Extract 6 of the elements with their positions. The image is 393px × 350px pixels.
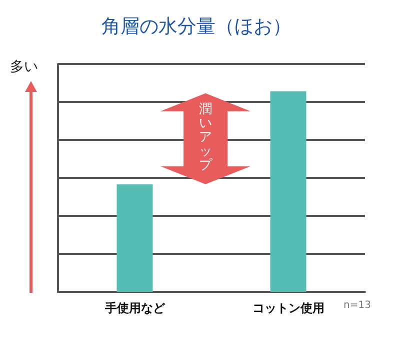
text: n=13 xyxy=(344,300,371,311)
chart-title: 角層の水分量（ほお） xyxy=(102,16,292,38)
y-axis-title: 多い xyxy=(10,58,38,76)
x-tick-label: コットン使用 xyxy=(252,301,324,315)
annotation: 潤いアップ xyxy=(198,102,213,174)
x-tick-label: 手使用など xyxy=(104,301,166,315)
